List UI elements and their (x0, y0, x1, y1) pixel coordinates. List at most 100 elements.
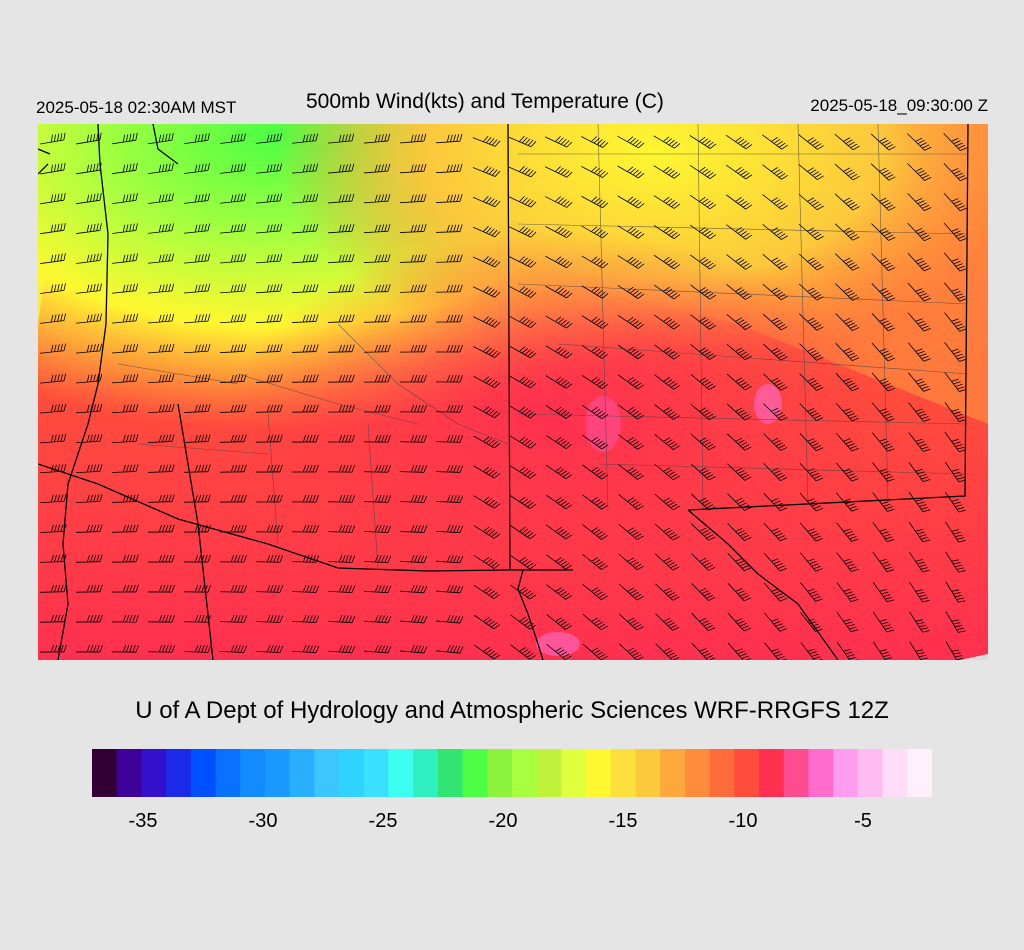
wind-barb (75, 433, 103, 444)
wind-barb (944, 372, 967, 392)
wind-barb (582, 584, 608, 601)
wind-barb (183, 614, 212, 623)
wind-barb (435, 404, 464, 413)
valid-time-label: 2025-05-18_09:30:00 Z (810, 96, 988, 115)
state-borders (38, 124, 969, 660)
wind-barb (944, 282, 967, 302)
wind-barbs (39, 132, 968, 660)
wind-barb (545, 435, 573, 449)
wind-barb (872, 492, 895, 512)
wind-barb (112, 343, 139, 354)
wind-barb (654, 344, 681, 360)
wind-barb (762, 164, 788, 180)
wind-barb (618, 613, 644, 631)
wind-barb (945, 521, 966, 543)
wind-barb (76, 343, 103, 354)
wind-barb (399, 194, 427, 204)
wind-barb (799, 313, 824, 331)
wind-barb (39, 584, 67, 593)
wind-barb (509, 375, 537, 389)
wind-barb (799, 373, 824, 391)
wind-barb (763, 612, 787, 632)
wind-barb (509, 315, 537, 329)
wind-barb (835, 432, 859, 452)
wind-barb (76, 132, 102, 145)
wind-barb (655, 613, 680, 631)
wind-barb (870, 133, 896, 151)
wind-barb (509, 286, 537, 298)
wind-barb (800, 552, 823, 572)
warm-pocket (536, 632, 580, 656)
wind-barb (256, 163, 283, 174)
wind-barb (835, 313, 860, 331)
wind-barb (727, 463, 752, 481)
credit-label: U of A Dept of Hydrology and Atmospheric… (135, 697, 889, 724)
wind-barb (653, 284, 681, 300)
wind-barb (508, 196, 537, 208)
wind-barb (836, 492, 859, 512)
wind-barb (436, 615, 464, 624)
wind-barb (762, 283, 788, 301)
wind-barb (618, 494, 644, 510)
wind-barb (363, 224, 391, 234)
wind-barb (835, 253, 860, 271)
wind-barb (399, 434, 428, 443)
wind-barb (291, 464, 319, 473)
wind-barb (799, 343, 824, 361)
wind-barb (472, 135, 501, 147)
wind-barb (871, 372, 895, 392)
wind-barb (545, 464, 573, 480)
wind-barb (655, 583, 680, 601)
wind-barb (219, 584, 248, 593)
wind-barb (836, 522, 859, 542)
wind-barb (111, 524, 139, 533)
colorbar-swatch (437, 749, 464, 797)
colorbar-swatch (709, 749, 735, 797)
wind-barb (400, 163, 427, 174)
wind-barb (799, 403, 824, 422)
wind-barb (546, 584, 572, 600)
wind-barb (727, 493, 752, 511)
wind-barb (945, 641, 964, 660)
wind-barb (581, 315, 609, 329)
wind-barb (292, 163, 319, 174)
colorbar-tick-label: -10 (728, 810, 758, 832)
colorbar-swatch (339, 749, 365, 797)
colorbar-swatch (289, 749, 315, 797)
wind-barb (147, 584, 175, 593)
wind-barb (726, 194, 753, 210)
wind-barb (726, 403, 752, 421)
wind-barb (40, 403, 67, 414)
colorbar-ticks: -35 -30 -25 -20 -15 -10 -5 (0, 810, 1024, 840)
wind-barb (435, 194, 463, 203)
wind-barb (545, 375, 573, 389)
wind-barb (727, 612, 752, 632)
wind-barb (148, 253, 175, 264)
wind-barb (112, 253, 139, 264)
wind-barb (292, 193, 319, 204)
wind-barb (944, 402, 967, 423)
wind-barb (545, 315, 573, 329)
wind-barb (726, 373, 752, 391)
colorbar-swatch (190, 749, 217, 797)
wind-barb (364, 644, 392, 654)
wind-barb (75, 464, 103, 474)
wind-barb (75, 524, 103, 533)
wind-barb (582, 464, 609, 480)
wind-barb (691, 642, 716, 660)
wind-barb (111, 403, 139, 414)
wind-barb (907, 252, 932, 272)
wind-barb (545, 255, 573, 269)
wind-barb (907, 163, 932, 181)
wind-barb (327, 554, 356, 563)
wind-barb (510, 584, 537, 600)
wind-barb (184, 193, 211, 204)
colorbar-swatch (808, 749, 834, 797)
wind-barb (76, 253, 102, 264)
wind-barb (617, 165, 645, 179)
wind-barb (472, 195, 501, 208)
wind-barb (183, 464, 211, 473)
wind-barb (762, 343, 788, 361)
wind-barb (399, 524, 428, 533)
wind-barb (943, 162, 968, 182)
